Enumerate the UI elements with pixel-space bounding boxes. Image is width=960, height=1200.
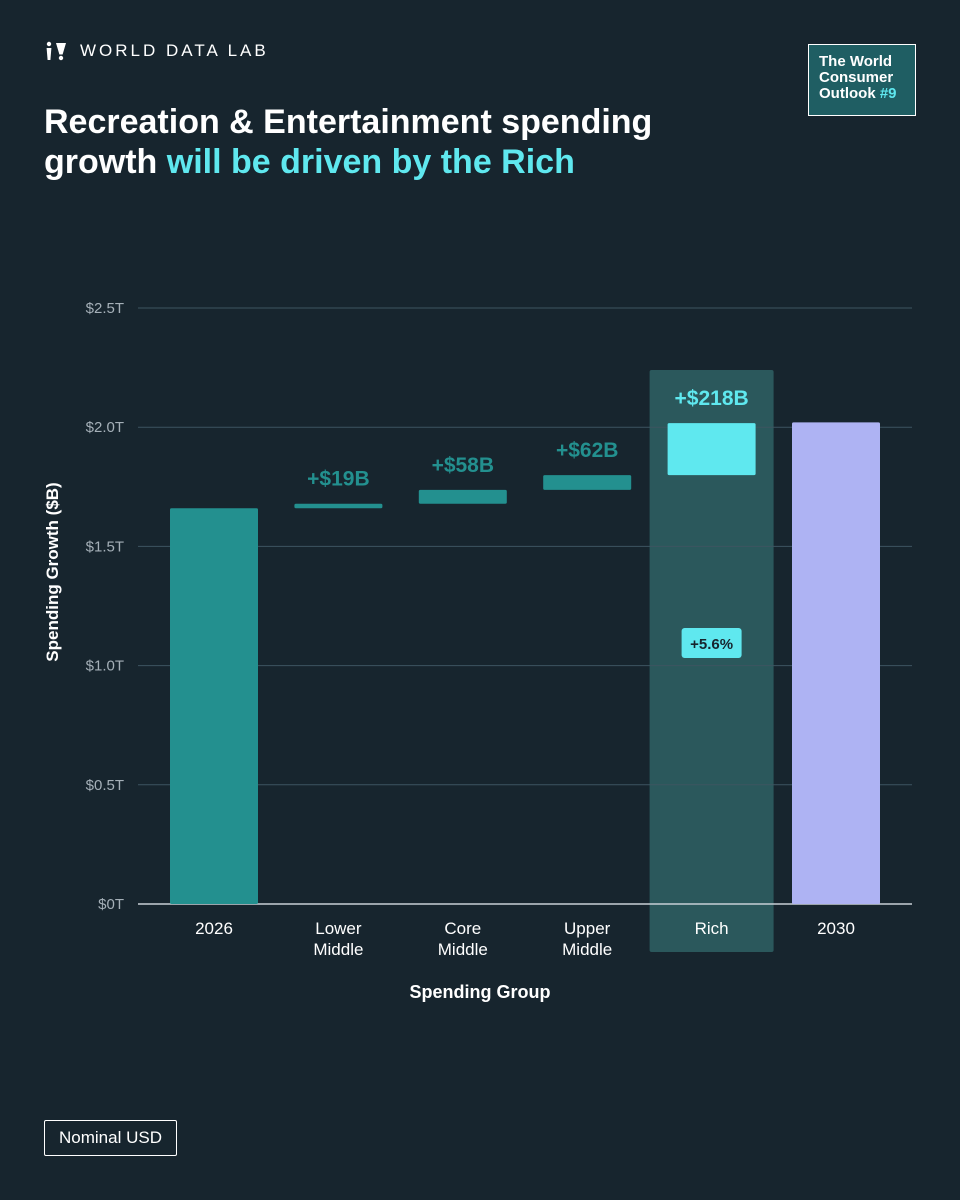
badge-line-2: Consumer: [819, 69, 894, 86]
growth-annotation-box: [681, 628, 742, 658]
x-tick-label: 2026: [195, 919, 233, 938]
x-tick-label: Rich: [695, 919, 729, 938]
currency-note: Nominal USD: [44, 1120, 177, 1156]
x-tick-label: Lower Middle: [313, 919, 363, 959]
bar: [667, 423, 756, 476]
bar: [294, 503, 383, 509]
x-tick-label: 2030: [817, 919, 855, 938]
badge-number: #9: [879, 85, 897, 102]
y-tick-label: $0.5T: [86, 777, 124, 794]
bar-value-label: +$58B: [432, 454, 494, 477]
title-part-2: will be driven by the Rich: [166, 143, 575, 181]
x-tick-label: Upper Middle: [562, 919, 612, 959]
bar: [170, 508, 258, 904]
brand-name: WORLD DATA LAB: [80, 41, 269, 60]
page-title: Recreation & Entertainment spending grow…: [44, 102, 764, 182]
title-part-1: Recreation & Entertainment spending grow…: [44, 103, 653, 181]
x-tick-label: Core Middle: [438, 919, 488, 959]
bar: [543, 475, 632, 490]
growth-annotation: +5.6%: [690, 636, 733, 653]
y-tick-label: $0T: [98, 896, 124, 913]
brand: WORLD DATA LAB: [44, 40, 269, 62]
bar: [792, 422, 880, 904]
y-tick-label: $1.5T: [86, 538, 124, 555]
badge-line-3-text: Outlook: [819, 85, 880, 102]
badge-line-1: The World: [819, 53, 893, 70]
y-axis-title: Spending Growth ($B): [43, 482, 62, 661]
waterfall-chart: $0T $0.5T $1.0T $1.5T $2.0T $2.5T +$19B +$58B +$…: [43, 300, 912, 1002]
y-tick-label: $2.5T: [86, 300, 124, 317]
x-axis-title: Spending Group: [410, 982, 551, 1002]
badge-line-3: Outlook #9: [819, 86, 915, 102]
bar-value-label: +$218B: [675, 387, 749, 410]
y-tick-label: $1.0T: [86, 658, 124, 675]
bar-value-label: +$62B: [556, 439, 618, 462]
report-badge: The World Consumer Outlook #9: [808, 44, 916, 116]
bar: [418, 489, 507, 504]
people-logo-icon: [46, 41, 66, 61]
bar-value-label: +$19B: [307, 468, 369, 491]
y-tick-label: $2.0T: [86, 419, 124, 436]
highlight-column: [649, 370, 774, 952]
